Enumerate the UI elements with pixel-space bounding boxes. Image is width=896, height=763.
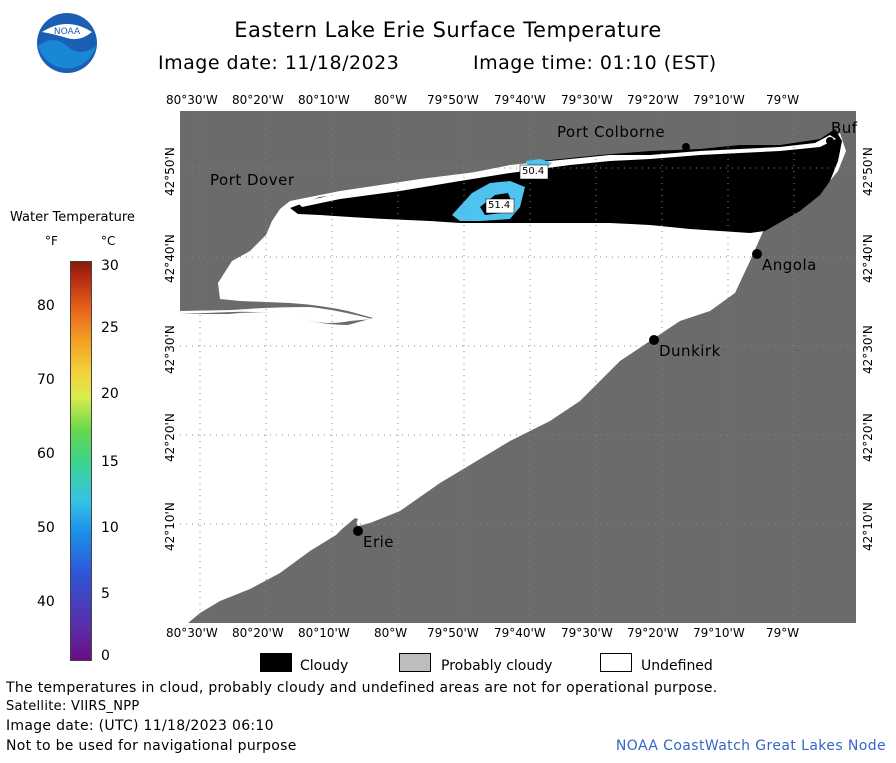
city-marker-angola bbox=[752, 249, 762, 259]
lon-label-bottom: 79°30'W bbox=[561, 626, 613, 640]
lat-label-right: 42°50'N bbox=[861, 147, 875, 196]
f-tick: 40 bbox=[37, 594, 55, 610]
c-tick: 20 bbox=[101, 386, 119, 402]
label-angola: Angola bbox=[762, 256, 817, 274]
c-tick: 15 bbox=[101, 454, 119, 470]
lat-label-left: 42°40'N bbox=[163, 234, 177, 283]
lat-label-right: 42°40'N bbox=[861, 234, 875, 283]
legend-title: Water Temperature bbox=[10, 210, 135, 225]
lon-label-top: 79°W bbox=[766, 93, 800, 107]
image-time: Image time: 01:10 (EST) bbox=[473, 52, 717, 74]
lat-label-right: 42°10'N bbox=[861, 502, 875, 551]
temp-value: 51.4 bbox=[488, 200, 511, 211]
lon-label-top: 80°W bbox=[374, 93, 408, 107]
lon-label-bottom: 80°20'W bbox=[232, 626, 284, 640]
lon-label-top: 79°30'W bbox=[561, 93, 613, 107]
lat-label-right: 42°20'N bbox=[861, 413, 875, 462]
key-cloudy-swatch bbox=[260, 653, 292, 672]
lon-label-top: 80°10'W bbox=[298, 93, 350, 107]
lon-label-bottom: 79°50'W bbox=[427, 626, 479, 640]
lat-label-left: 42°10'N bbox=[163, 502, 177, 551]
disclaimer-text: The temperatures in cloud, probably clou… bbox=[6, 680, 718, 696]
coastal-undefined bbox=[298, 135, 836, 207]
noaa-logo: NOAA bbox=[37, 13, 97, 73]
lon-label-bottom: 79°W bbox=[766, 626, 800, 640]
temperature-colorbar bbox=[70, 261, 92, 661]
label-erie: Erie bbox=[363, 533, 395, 551]
lat-label-right: 42°30'N bbox=[861, 325, 875, 374]
cloud-area bbox=[290, 129, 842, 233]
lon-label-top: 79°40'W bbox=[494, 93, 546, 107]
city-marker-port-colborne bbox=[682, 143, 690, 151]
utc-date-text: Image date: (UTC) 11/18/2023 06:10 bbox=[6, 718, 274, 734]
image-date: Image date: 11/18/2023 bbox=[158, 52, 400, 74]
lon-label-bottom: 79°40'W bbox=[494, 626, 546, 640]
temp-value: 50.4 bbox=[522, 166, 545, 177]
lake-erie-map bbox=[180, 111, 856, 623]
label-dunkirk: Dunkirk bbox=[659, 342, 721, 360]
key-undefined-swatch bbox=[600, 653, 632, 672]
city-marker-erie bbox=[353, 526, 363, 536]
graticule bbox=[180, 111, 856, 623]
satellite-text: Satellite: VIIRS_NPP bbox=[6, 699, 140, 714]
lon-label-bottom: 80°W bbox=[374, 626, 408, 640]
lat-label-left: 42°20'N bbox=[163, 413, 177, 462]
key-probably-cloudy-label: Probably cloudy bbox=[441, 658, 553, 674]
lat-label-left: 42°30'N bbox=[163, 325, 177, 374]
c-tick: 10 bbox=[101, 520, 119, 536]
logo-text: NOAA bbox=[54, 27, 81, 37]
f-tick: 50 bbox=[37, 520, 55, 536]
undefined-water bbox=[180, 307, 372, 323]
label-buffalo: Buf bbox=[831, 119, 858, 137]
lon-label-bottom: 79°10'W bbox=[693, 626, 745, 640]
lake-water bbox=[180, 133, 846, 623]
f-tick: 70 bbox=[37, 372, 55, 388]
temp-label-box bbox=[519, 164, 549, 180]
lon-label-top: 80°20'W bbox=[232, 93, 284, 107]
key-cloudy-label: Cloudy bbox=[300, 658, 349, 674]
key-undefined-label: Undefined bbox=[641, 658, 713, 674]
city-marker-dunkirk bbox=[649, 335, 659, 345]
lat-label-left: 42°50'N bbox=[163, 147, 177, 196]
label-port-colborne: Port Colborne bbox=[557, 123, 666, 141]
credit-text: NOAA CoastWatch Great Lakes Node bbox=[615, 738, 886, 754]
c-tick: 25 bbox=[101, 320, 119, 336]
nav-warning-text: Not to be used for navigational purpose bbox=[6, 738, 297, 754]
label-port-dover: Port Dover bbox=[210, 171, 295, 189]
temp-label-box bbox=[485, 198, 515, 214]
lon-label-top: 79°50'W bbox=[427, 93, 479, 107]
lon-label-bottom: 80°30'W bbox=[166, 626, 218, 640]
f-tick: 80 bbox=[37, 298, 55, 314]
city-marker-buffalo bbox=[826, 137, 834, 145]
c-tick: 5 bbox=[101, 586, 110, 602]
map-title: Eastern Lake Erie Surface Temperature bbox=[234, 18, 662, 42]
lon-label-top: 79°10'W bbox=[693, 93, 745, 107]
key-probably-cloudy-swatch bbox=[399, 653, 431, 672]
f-tick: 60 bbox=[37, 446, 55, 462]
legend-unit-f: °F bbox=[45, 234, 58, 248]
legend-unit-c: °C bbox=[101, 234, 116, 248]
lon-label-bottom: 80°10'W bbox=[298, 626, 350, 640]
c-tick: 0 bbox=[101, 648, 110, 664]
lon-label-bottom: 79°20'W bbox=[627, 626, 679, 640]
c-tick: 30 bbox=[101, 258, 119, 274]
lon-label-top: 79°20'W bbox=[627, 93, 679, 107]
lon-label-top: 80°30'W bbox=[166, 93, 218, 107]
